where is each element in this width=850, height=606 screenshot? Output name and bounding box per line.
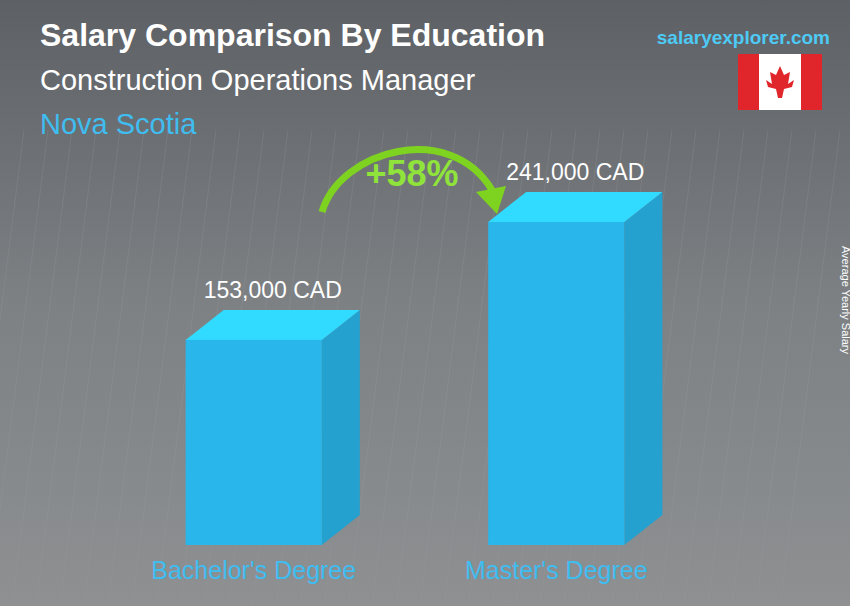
background-texture	[0, 130, 840, 606]
chart-svg: Bachelor's Degree Master's Degree 153,000 …	[0, 0, 850, 606]
change-arrow	[322, 150, 492, 212]
data-label: 153,000 CAD	[204, 277, 342, 303]
flag-band	[801, 54, 822, 110]
y-axis-title: Average Yearly Salary	[840, 246, 850, 355]
texture-line	[420, 130, 480, 606]
bar-side	[322, 310, 360, 545]
texture-line	[0, 130, 24, 606]
flag-leaf	[766, 66, 794, 98]
bar-top	[186, 310, 360, 340]
flag-field	[738, 54, 822, 110]
x-tick-label: Master's Degree	[465, 556, 648, 584]
texture-line	[684, 130, 744, 606]
texture-line	[708, 130, 768, 606]
background	[0, 0, 850, 606]
subtitle: Construction Operations Manager	[40, 64, 476, 96]
bar	[488, 192, 662, 545]
texture-line	[0, 130, 48, 606]
x-tick: Master's Degree	[465, 553, 648, 584]
change-arrowhead	[476, 186, 506, 214]
texture-line	[732, 130, 792, 606]
texture-line	[84, 130, 144, 606]
source: salaryexplorer.com	[657, 27, 830, 48]
texture-line	[60, 130, 120, 606]
location: Nova Scotia	[40, 108, 197, 140]
bar	[186, 310, 360, 545]
x-axis: Bachelor's Degree Master's Degree	[151, 553, 647, 584]
title: Salary Comparison By Education	[40, 17, 545, 53]
x-tick: Bachelor's Degree	[151, 553, 356, 584]
bar-front	[186, 340, 322, 545]
texture-line	[756, 130, 816, 606]
texture-line	[396, 130, 456, 606]
bar-top	[488, 192, 662, 222]
texture-line	[780, 130, 840, 606]
x-tick-label: Bachelor's Degree	[151, 556, 356, 584]
change-label: +58%	[365, 153, 458, 194]
texture-line	[660, 130, 720, 606]
texture-line	[372, 130, 432, 606]
texture-line	[132, 130, 192, 606]
bar-side	[624, 192, 662, 545]
bars	[186, 192, 663, 545]
texture-line	[108, 130, 168, 606]
texture-line	[12, 130, 72, 606]
data-label: 241,000 CAD	[506, 159, 644, 185]
flag-band	[738, 54, 759, 110]
bar-front	[488, 222, 624, 545]
flag	[738, 54, 822, 110]
texture-line	[36, 130, 96, 606]
